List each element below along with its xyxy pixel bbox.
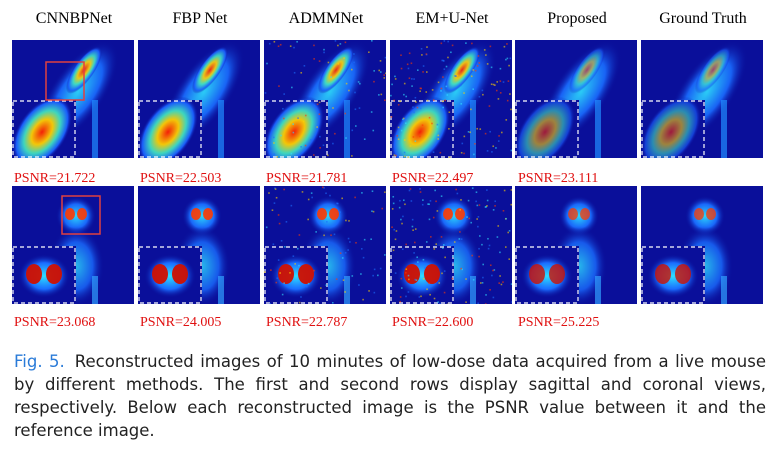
reconstruction-image (138, 40, 260, 158)
reconstruction-image (390, 186, 512, 304)
psnr-label: PSNR=24.005 (140, 315, 222, 330)
psnr-label: PSNR=22.497 (392, 171, 474, 186)
reconstruction-image (138, 186, 260, 304)
reconstruction-image (264, 186, 386, 304)
reconstruction-image (515, 40, 637, 158)
psnr-label: PSNR=23.111 (518, 171, 599, 186)
figure-label: Fig. 5. (14, 352, 65, 371)
reconstruction-image (264, 40, 386, 158)
column-header-proposed: Proposed (547, 10, 607, 27)
column-header-fbp-net: FBP Net (172, 10, 228, 27)
reconstruction-image (641, 40, 763, 158)
reconstruction-image (390, 40, 512, 158)
psnr-label: PSNR=22.600 (392, 315, 474, 330)
column-header-ground-truth: Ground Truth (659, 10, 747, 27)
psnr-label: PSNR=22.787 (266, 315, 348, 330)
caption-text: Reconstructed images of 10 minutes of lo… (14, 352, 766, 440)
reconstruction-image (12, 186, 134, 304)
psnr-label: PSNR=21.722 (14, 171, 96, 186)
column-header-em-unet: EM+U-Net (415, 10, 489, 27)
psnr-label: PSNR=23.068 (14, 315, 96, 330)
figure-caption: Fig. 5. Reconstructed images of 10 minute… (14, 350, 766, 442)
reconstruction-image (12, 40, 134, 158)
column-header-cnnbpnet: CNNBPNet (35, 10, 113, 27)
psnr-label: PSNR=22.503 (140, 171, 222, 186)
psnr-label: PSNR=21.781 (266, 171, 348, 186)
reconstruction-image (515, 186, 637, 304)
psnr-label: PSNR=25.225 (518, 315, 600, 330)
column-header-admmnet: ADMMNet (288, 10, 364, 27)
reconstruction-image (641, 186, 763, 304)
